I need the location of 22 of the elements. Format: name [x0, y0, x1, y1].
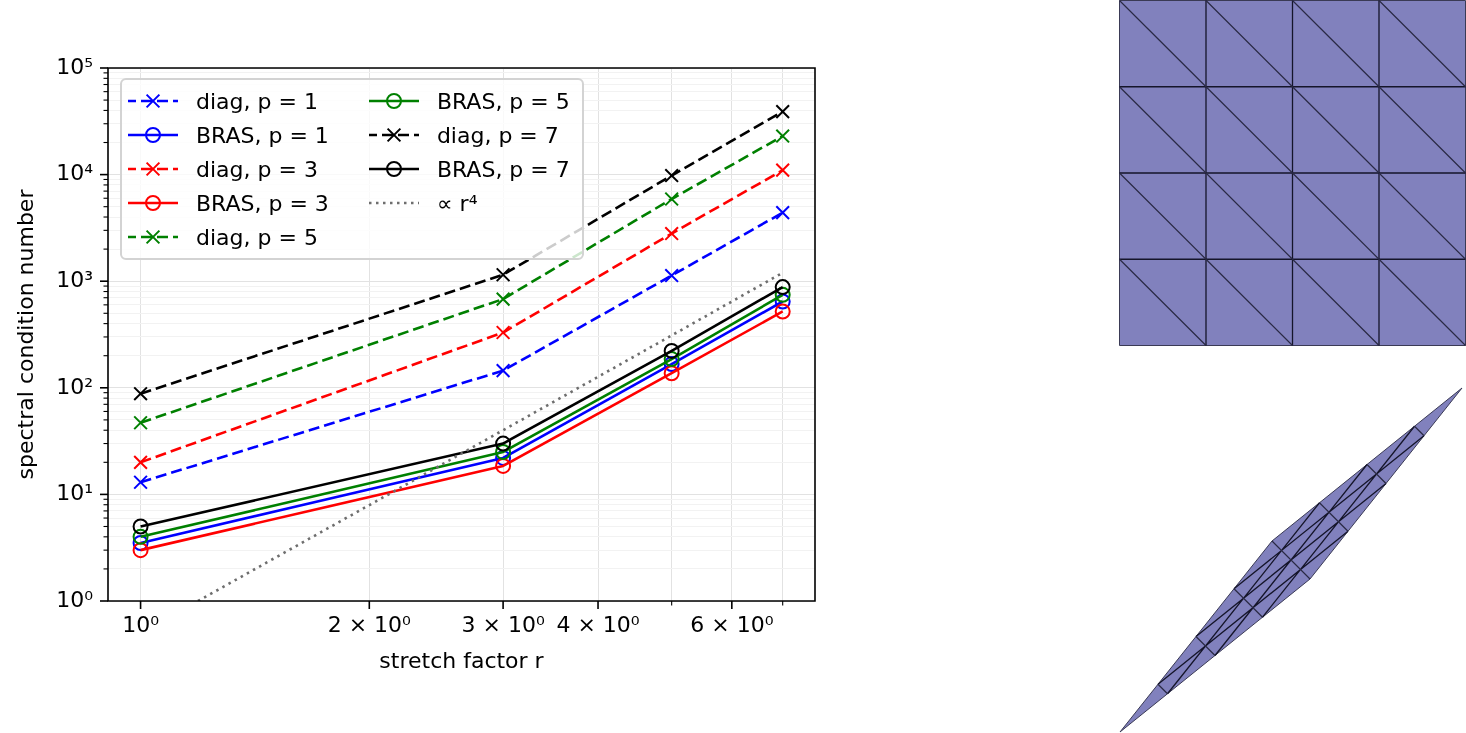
x-tick-label: 2 × 10⁰ [327, 611, 412, 637]
y-tick-label: 10⁴ [56, 160, 94, 186]
y-tick-label: 10³ [56, 266, 93, 292]
x-tick-label: 3 × 10⁰ [461, 611, 545, 637]
y-tick-label: 10² [56, 373, 93, 399]
y-tick-label: 10⁰ [56, 586, 94, 612]
x-axis-title: stretch factor r [379, 647, 545, 673]
legend-label: diag, p = 3 [196, 156, 318, 182]
y-tick-label: 10¹ [56, 480, 93, 506]
legend-label: BRAS, p = 3 [196, 190, 329, 216]
legend-label: diag, p = 7 [436, 122, 559, 148]
legend-label: diag, p = 5 [196, 224, 318, 250]
x-tick-label: 10⁰ [122, 611, 160, 637]
legend-label: BRAS, p = 7 [436, 156, 570, 182]
legend-label: ∝ r⁴ [436, 190, 478, 216]
x-tick-label: 4 × 10⁰ [556, 611, 640, 637]
legend-label: diag, p = 1 [196, 88, 318, 114]
x-tick-label: 6 × 10⁰ [690, 611, 774, 637]
legend-label: BRAS, p = 5 [436, 88, 570, 114]
y-axis-title: spectral condition number [12, 188, 38, 480]
legend-label: BRAS, p = 1 [196, 122, 329, 148]
y-tick-label: 10⁵ [56, 53, 93, 79]
